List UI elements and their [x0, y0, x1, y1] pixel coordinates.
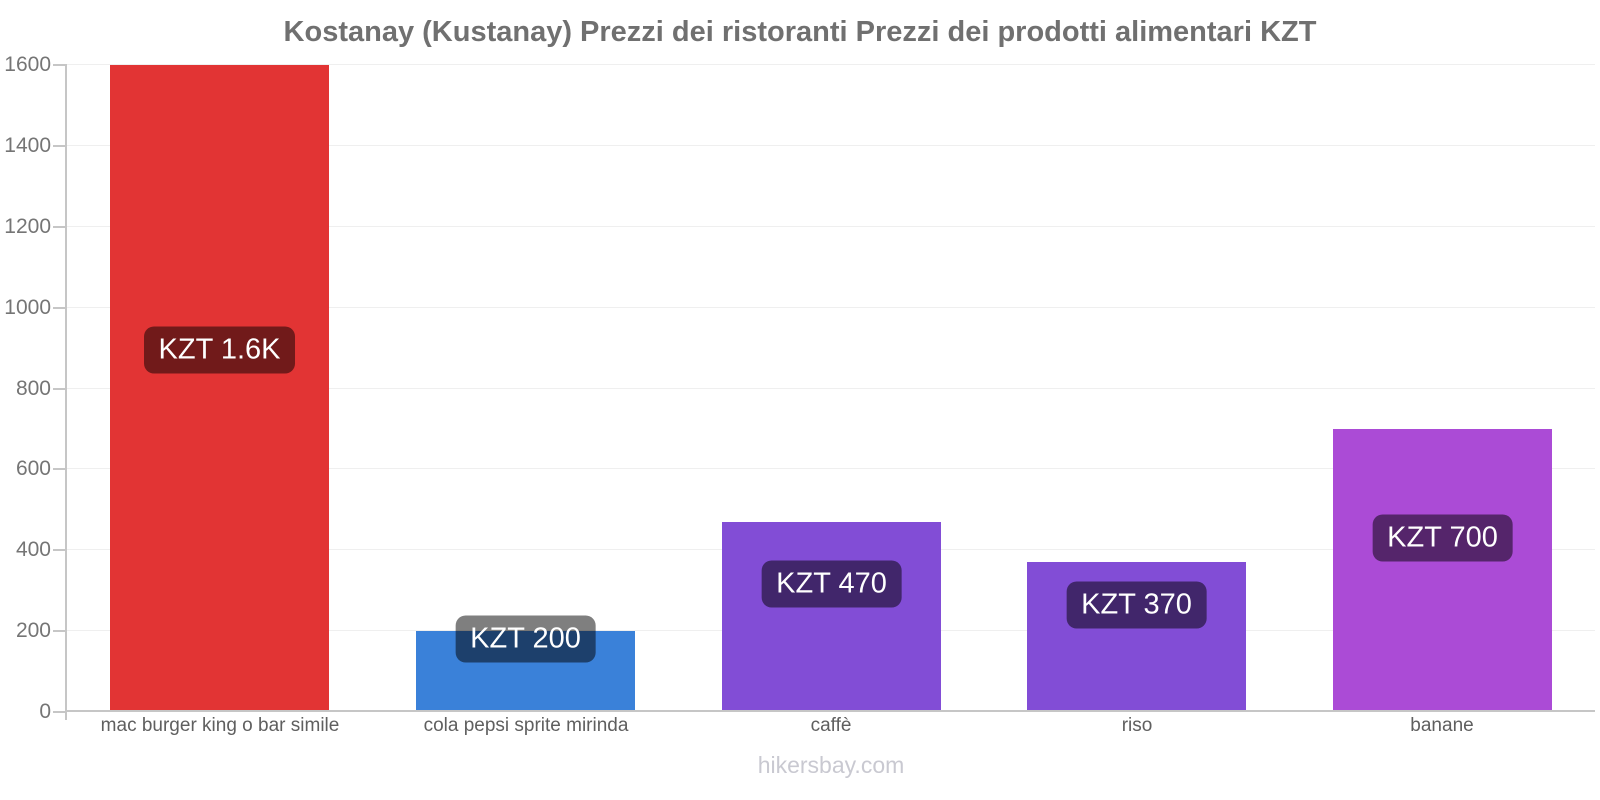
y-axis-tick-label-0: 0 [39, 700, 51, 723]
gridline-1400 [67, 145, 1595, 146]
y-axis-tick-1000 [53, 307, 67, 309]
y-axis-tick-label-800: 800 [15, 377, 51, 400]
bar-banane[interactable] [1333, 429, 1552, 712]
y-axis-tick-1600 [53, 64, 67, 66]
x-axis-category-label-riso: riso [1121, 715, 1153, 736]
x-axis-category-label-mac-burger-king-o-bar-simile: mac burger king o bar simile [100, 715, 340, 736]
gridline-1600 [67, 64, 1595, 65]
y-axis-tick-label-1400: 1400 [4, 134, 51, 157]
chart-title: Kostanay (Kustanay) Prezzi dei ristorant… [283, 16, 1317, 48]
gridline-1000 [67, 307, 1595, 308]
y-axis-tick-1400 [53, 145, 67, 147]
bar-value-badge-banane: KZT 700 [1372, 514, 1513, 562]
bar-value-badge-riso: KZT 370 [1066, 581, 1207, 629]
y-axis-tick-label-1600: 1600 [4, 53, 51, 76]
y-axis-line [65, 65, 67, 720]
y-axis-tick-label-400: 400 [15, 538, 51, 561]
gridline-800 [67, 388, 1595, 389]
y-axis-tick-label-1000: 1000 [4, 296, 51, 319]
gridline-1200 [67, 226, 1595, 227]
bar-value-badge-caff-: KZT 470 [761, 560, 902, 608]
y-axis-tick-label-1200: 1200 [4, 215, 51, 238]
bar-caff-[interactable] [722, 522, 941, 712]
x-axis-category-label-banane: banane [1410, 715, 1474, 736]
y-axis-tick-200 [53, 630, 67, 632]
bar-value-badge-mac-burger-king-o-bar-simile: KZT 1.6K [143, 326, 296, 374]
gridline-600 [67, 468, 1595, 469]
y-axis-tick-label-200: 200 [15, 619, 51, 642]
y-axis-tick-400 [53, 549, 67, 551]
y-axis-tick-label-600: 600 [15, 457, 51, 480]
x-axis-line [67, 710, 1595, 712]
y-axis-tick-0 [53, 711, 67, 713]
bar-value-badge-cola-pepsi-sprite-mirinda: KZT 200 [455, 615, 596, 663]
y-axis-tick-600 [53, 468, 67, 470]
x-axis-category-label-caff-: caffè [810, 715, 852, 736]
y-axis-tick-800 [53, 388, 67, 390]
watermark: hikersbay.com [757, 752, 905, 778]
x-axis-category-label-cola-pepsi-sprite-mirinda: cola pepsi sprite mirinda [423, 715, 629, 736]
y-axis-tick-1200 [53, 226, 67, 228]
bar-mac-burger-king-o-bar-simile[interactable] [110, 65, 329, 712]
